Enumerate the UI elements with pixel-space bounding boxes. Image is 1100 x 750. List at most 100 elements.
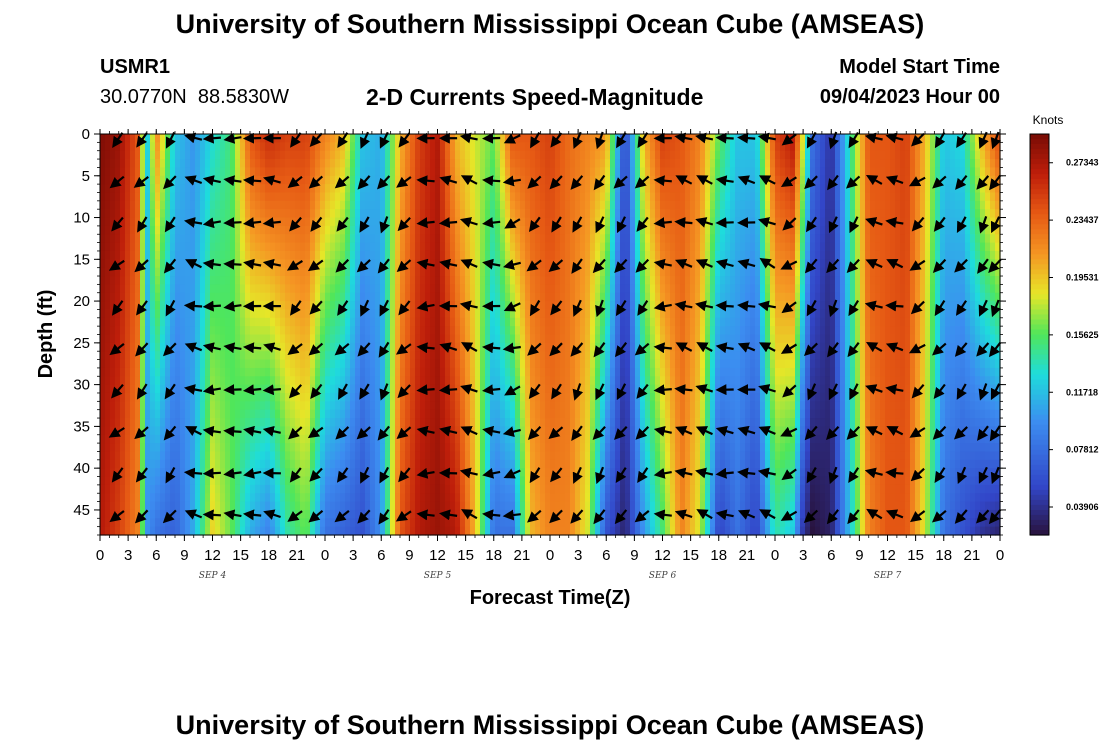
- heatmap-cell: [295, 284, 301, 294]
- heatmap-cell: [170, 209, 176, 219]
- heatmap-cell: [285, 401, 291, 411]
- heatmap-cell: [540, 267, 546, 277]
- heatmap-cell: [370, 259, 376, 269]
- heatmap-cell: [150, 326, 156, 336]
- heatmap-cell: [430, 159, 436, 169]
- heatmap-cell: [565, 301, 571, 311]
- heatmap-cell: [595, 334, 601, 344]
- heatmap-cell: [170, 284, 176, 294]
- heatmap-cell: [470, 418, 476, 427]
- heatmap-cell: [600, 200, 606, 210]
- heatmap-cell: [410, 150, 416, 160]
- heatmap-cell: [105, 267, 111, 277]
- heatmap-cell: [210, 150, 216, 160]
- heatmap-cell: [145, 459, 151, 469]
- heatmap-cell: [425, 167, 431, 177]
- heatmap-cell: [430, 167, 436, 177]
- heatmap-cell: [305, 209, 311, 219]
- heatmap-cell: [465, 250, 471, 260]
- heatmap-cell: [130, 459, 136, 469]
- heatmap-cell: [320, 259, 326, 269]
- heatmap-cell: [350, 217, 356, 227]
- heatmap-cell: [560, 367, 566, 377]
- heatmap-cell: [420, 501, 426, 511]
- heatmap-cell: [340, 184, 346, 194]
- heatmap-cell: [115, 234, 121, 244]
- heatmap-cell: [485, 184, 491, 194]
- heatmap-cell: [300, 367, 306, 377]
- heatmap-cell: [615, 376, 621, 386]
- heatmap-cell: [585, 418, 591, 427]
- heatmap-cell: [495, 242, 501, 252]
- heatmap-cell: [565, 476, 571, 486]
- heatmap-cell: [190, 443, 196, 453]
- heatmap-cell: [100, 309, 106, 319]
- heatmap-cell: [390, 342, 396, 352]
- heatmap-cell: [135, 493, 141, 503]
- heatmap-cell: [365, 326, 371, 336]
- heatmap-cell: [475, 392, 481, 402]
- heatmap-cell: [355, 384, 361, 394]
- heatmap-cell: [280, 326, 286, 336]
- heatmap-cell: [460, 476, 466, 486]
- heatmap-cell: [460, 351, 466, 361]
- heatmap-cell: [130, 451, 136, 461]
- heatmap-cell: [200, 359, 206, 369]
- heatmap-cell: [400, 192, 406, 202]
- heatmap-cell: [275, 351, 281, 361]
- heatmap-cell: [490, 401, 496, 411]
- heatmap-cell: [425, 225, 431, 235]
- heatmap-cell: [120, 150, 126, 160]
- heatmap-cell: [455, 392, 461, 402]
- heatmap-cell: [230, 351, 236, 361]
- heatmap-cell: [220, 192, 226, 202]
- heatmap-cell: [270, 317, 276, 327]
- heatmap-cell: [145, 267, 151, 277]
- heatmap-cell: [505, 192, 511, 202]
- heatmap-cell: [425, 501, 431, 511]
- heatmap-cell: [310, 150, 316, 160]
- heatmap-cell: [135, 234, 141, 244]
- heatmap-cell: [285, 284, 291, 294]
- heatmap-cell: [200, 326, 206, 336]
- heatmap-cell: [335, 209, 341, 219]
- heatmap-cell: [475, 434, 481, 444]
- heatmap-cell: [480, 309, 486, 319]
- heatmap-cell: [170, 276, 176, 285]
- heatmap-cell: [405, 526, 411, 536]
- heatmap-cell: [525, 384, 531, 394]
- heatmap-cell: [555, 209, 561, 219]
- heatmap-cell: [330, 200, 336, 210]
- heatmap-cell: [230, 200, 236, 210]
- heatmap-cell: [435, 434, 441, 444]
- heatmap-cell: [175, 518, 181, 528]
- heatmap-cell: [210, 501, 216, 511]
- heatmap-cell: [305, 409, 311, 419]
- heatmap-cell: [550, 401, 556, 411]
- heatmap-cell: [575, 242, 581, 252]
- heatmap-cell: [275, 509, 281, 519]
- heatmap-cell: [375, 359, 381, 369]
- heatmap-cell: [150, 142, 156, 152]
- heatmap-cell: [520, 401, 526, 411]
- heatmap-cell: [275, 267, 281, 277]
- heatmap-cell: [400, 267, 406, 277]
- heatmap-cell: [515, 250, 521, 260]
- heatmap-cell: [295, 501, 301, 511]
- heatmap-cell: [290, 167, 296, 177]
- heatmap-cell: [115, 284, 121, 294]
- heatmap-cell: [180, 359, 186, 369]
- heatmap-cell: [190, 493, 196, 503]
- heatmap-cell: [105, 142, 111, 152]
- heatmap-cell: [560, 184, 566, 194]
- heatmap-cell: [175, 167, 181, 177]
- heatmap-cell: [105, 493, 111, 503]
- heatmap-cell: [125, 150, 131, 160]
- heatmap-cell: [145, 317, 151, 327]
- heatmap-cell: [525, 518, 531, 528]
- heatmap-cell: [250, 317, 256, 327]
- heatmap-cell: [335, 200, 341, 210]
- heatmap-cell: [390, 167, 396, 177]
- heatmap-cell: [185, 167, 191, 177]
- heatmap-cell: [175, 334, 181, 344]
